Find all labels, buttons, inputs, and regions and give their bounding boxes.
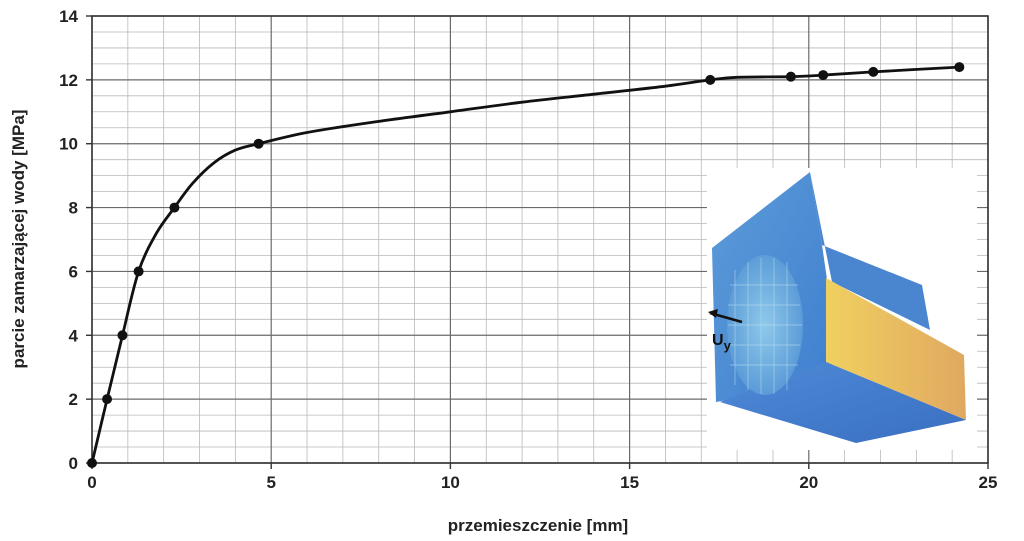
data-point — [133, 266, 144, 277]
y-tick-label: 12 — [59, 71, 78, 90]
y-tick-label: 4 — [69, 326, 79, 345]
data-point — [868, 66, 879, 77]
y-axis-title: parcie zamarzającej wody [MPa] — [9, 110, 28, 369]
data-point — [169, 202, 180, 213]
y-tick-label: 6 — [69, 262, 78, 281]
inset-label-u: Uy — [712, 332, 732, 353]
y-tick-label: 8 — [69, 199, 78, 218]
data-point — [705, 74, 716, 85]
data-point — [102, 394, 113, 405]
data-point — [785, 71, 796, 82]
axes — [91, 15, 989, 464]
inset-side-panel — [826, 278, 966, 420]
data-point — [954, 62, 965, 73]
y-tick-label: 14 — [59, 7, 78, 26]
series-group — [87, 62, 965, 468]
inset-mesh — [728, 258, 802, 394]
y-tick-labels: 0 2 4 6 8 10 12 14 — [59, 7, 92, 473]
data-point — [818, 70, 829, 81]
x-tick-label: 10 — [441, 473, 460, 492]
x-tick-label: 5 — [266, 473, 275, 492]
inset-3d-model: Uy — [707, 168, 977, 450]
y-tick-label: 10 — [59, 135, 78, 154]
x-tick-label: 20 — [799, 473, 818, 492]
plot-frame — [91, 15, 989, 464]
inset-label-main: U — [712, 332, 724, 349]
y-tick-label: 2 — [69, 390, 78, 409]
x-tick-label: 0 — [87, 473, 96, 492]
x-tick-labels: 0 5 10 15 20 25 — [87, 463, 997, 492]
series-line — [90, 65, 960, 464]
data-point — [87, 458, 97, 468]
inset-top-flange — [810, 172, 930, 330]
data-point — [117, 330, 128, 341]
x-tick-label: 25 — [979, 473, 998, 492]
x-tick-label: 15 — [620, 473, 639, 492]
inset-arrow-head — [708, 309, 718, 318]
x-axis-title: przemieszczenie [mm] — [448, 516, 628, 535]
data-point — [253, 138, 264, 149]
y-tick-label: 0 — [69, 454, 78, 473]
inset-label-sub: y — [724, 338, 732, 353]
